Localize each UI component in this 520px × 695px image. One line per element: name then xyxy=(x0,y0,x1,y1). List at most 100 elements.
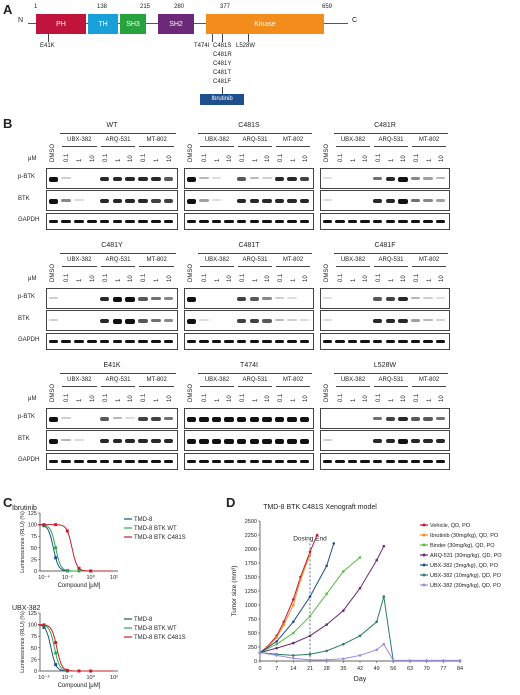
blot-dose-label: 0.1 xyxy=(141,153,148,162)
curve-y-tick: 0 xyxy=(34,669,37,675)
blot-band xyxy=(48,296,59,300)
xeno-x-label: Day xyxy=(354,676,367,683)
blot-band xyxy=(125,176,136,182)
blot-compound-rule xyxy=(276,386,310,387)
blot-compound-rule xyxy=(139,386,174,387)
blot-strip-btk xyxy=(320,310,450,331)
curve-legend-label: TMD-8 xyxy=(134,617,153,623)
blot-band xyxy=(262,339,272,343)
curve-point xyxy=(89,669,93,673)
blot-strip-p-btk xyxy=(46,408,178,429)
blot-band xyxy=(262,318,272,323)
blot-band xyxy=(211,459,222,463)
xeno-y-label: Tumor size (mm³) xyxy=(231,565,238,616)
blot-title-rule xyxy=(60,373,176,374)
blot-band xyxy=(398,416,408,422)
domain-th-label: TH xyxy=(98,20,108,28)
blot-dose-label: 0.1 xyxy=(102,273,109,282)
xeno-legend-marker xyxy=(422,533,426,537)
blot-band xyxy=(74,339,84,343)
curve-x-label: Compound [μM] xyxy=(58,583,101,589)
blot-band xyxy=(398,176,408,182)
blot-band xyxy=(150,318,161,323)
blot-band xyxy=(99,198,110,204)
curve-point xyxy=(77,566,81,570)
blot-band xyxy=(163,339,174,343)
blot-compound-label: MT-802 xyxy=(146,377,167,383)
blot-band xyxy=(48,339,59,343)
blot-band xyxy=(163,296,174,300)
blot-dmso-label: DMSO xyxy=(188,384,194,402)
blot-block-c481s: C481S UBX-382 0.1 1 10 ARQ-531 0.1 1 10 MT-802 0.1… xyxy=(184,120,314,240)
curve-point xyxy=(54,546,58,550)
domain-ph-label: PH xyxy=(56,20,66,28)
blot-block-c481y: C481Y UBX-382 0.1 1 10 ARQ-531 0.1 1 10 MT-802 0.1… xyxy=(46,240,178,360)
curve-y-tick: 125 xyxy=(28,511,37,517)
blot-band xyxy=(398,339,408,343)
blot-compound-label: MT-802 xyxy=(282,257,304,263)
blot-band xyxy=(112,176,123,182)
position-138: 138 xyxy=(97,4,108,10)
blot-band xyxy=(385,219,396,223)
xeno-y-tick: 2500 xyxy=(245,519,257,525)
blot-block-c481r: C481R UBX-382 0.1 1 10 ARQ-531 0.1 1 10 MT-802 0.1… xyxy=(320,120,450,240)
blot-compound-label: MT-802 xyxy=(418,257,440,263)
blot-strip-gapdh xyxy=(184,333,314,350)
xeno-series-point xyxy=(342,657,345,661)
blot-strip-gapdh xyxy=(46,213,178,230)
mutation-c481f: C481F xyxy=(213,79,232,85)
blot-dose-label: 0.1 xyxy=(414,393,420,402)
xeno-x-tick: 0 xyxy=(258,666,261,672)
mutation-e41k: E41K xyxy=(40,43,55,49)
blot-band xyxy=(287,176,297,182)
blot-band xyxy=(249,438,260,444)
domain-sh3: SH3 xyxy=(120,14,146,34)
xeno-y-tick: 1000 xyxy=(245,603,257,609)
xeno-legend-marker xyxy=(422,523,426,527)
blot-dose-label: 0.1 xyxy=(278,273,284,282)
panel-letter-c: C xyxy=(3,495,13,510)
blot-dose-label: 1 xyxy=(115,398,122,402)
blot-dose-label: 1 xyxy=(426,398,433,402)
blot-band xyxy=(61,459,72,463)
blot-variant-title: E41K xyxy=(103,362,121,369)
xeno-series-point xyxy=(358,654,362,657)
blot-strip-p-btk xyxy=(320,168,450,189)
blot-compound-label: UBX-382 xyxy=(340,257,366,263)
blot-band xyxy=(262,459,272,463)
curve-point xyxy=(89,569,93,573)
curve-y-tick: 25 xyxy=(31,557,37,563)
xeno-y-tick: 2250 xyxy=(245,533,257,539)
blot-strip-btk xyxy=(184,310,314,331)
blot-variant-title: C481Y xyxy=(101,242,123,249)
curve-x-tick: 10⁻² xyxy=(62,675,73,681)
xeno-series-point xyxy=(308,595,312,598)
blot-dose-label: 10 xyxy=(439,155,446,162)
mutation-tick-l528 xyxy=(248,34,249,42)
blot-compound-label: MT-802 xyxy=(282,137,304,143)
blot-dose-label: 0.1 xyxy=(102,153,109,162)
blot-variant-title: L528W xyxy=(373,362,397,369)
blot-band xyxy=(99,318,110,324)
blot-band xyxy=(236,219,247,223)
blot-dose-label: 10 xyxy=(439,395,446,402)
blot-dose-label: 1 xyxy=(350,158,357,162)
curve-title: UBX-382 xyxy=(12,605,41,612)
blot-unit-label: μM xyxy=(28,396,37,402)
blot-band xyxy=(48,459,59,463)
xeno-series-point xyxy=(325,649,328,653)
blot-dose-label: 0.1 xyxy=(376,273,382,282)
xeno-series-point xyxy=(382,544,386,548)
blot-compound-label: UBX-382 xyxy=(340,137,366,143)
blot-dose-label: 10 xyxy=(89,395,96,402)
blot-band xyxy=(423,339,433,343)
blot-dose-label: 10 xyxy=(303,395,310,402)
blot-band xyxy=(99,219,110,223)
blot-band xyxy=(150,438,161,444)
blot-band xyxy=(125,416,136,419)
xeno-series-point xyxy=(292,603,295,607)
curve-x-label: Compound [μM] xyxy=(58,683,101,689)
blot-dose-label: 0.1 xyxy=(202,273,208,282)
blot-band xyxy=(322,176,333,179)
blot-compound-rule xyxy=(62,146,97,147)
